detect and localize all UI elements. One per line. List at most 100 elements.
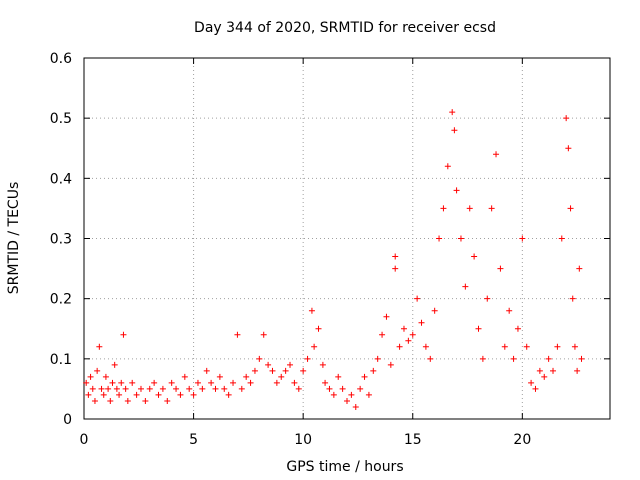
- data-point: [308, 307, 315, 314]
- data-point: [519, 235, 526, 242]
- data-point: [479, 355, 486, 362]
- data-point: [574, 367, 581, 374]
- data-point: [159, 385, 166, 392]
- data-point: [208, 379, 215, 386]
- data-point: [107, 397, 114, 404]
- data-point: [230, 379, 237, 386]
- data-point: [554, 343, 561, 350]
- data-point: [282, 367, 289, 374]
- data-point: [94, 367, 101, 374]
- data-point: [142, 397, 149, 404]
- data-point: [545, 355, 552, 362]
- data-point: [87, 373, 94, 380]
- data-point: [243, 373, 250, 380]
- data-point: [528, 379, 535, 386]
- data-point: [122, 385, 129, 392]
- data-point: [278, 373, 285, 380]
- data-point: [396, 343, 403, 350]
- data-point: [550, 367, 557, 374]
- data-point: [83, 379, 90, 386]
- grid-lines: [84, 58, 610, 419]
- chart-title: Day 344 of 2020, SRMTID for receiver ecs…: [194, 20, 496, 36]
- data-point: [260, 331, 267, 338]
- data-point: [471, 253, 478, 260]
- data-point: [578, 355, 585, 362]
- x-tick-label: 15: [404, 432, 422, 448]
- data-point: [177, 391, 184, 398]
- data-point: [339, 385, 346, 392]
- data-point: [569, 295, 576, 302]
- data-point: [137, 385, 144, 392]
- data-point: [256, 355, 263, 362]
- data-point: [344, 397, 350, 404]
- data-point: [365, 391, 372, 398]
- data-point: [326, 385, 333, 392]
- data-point: [105, 385, 112, 392]
- data-point: [118, 379, 125, 386]
- data-point: [129, 379, 136, 386]
- y-axis-label: SRMTID / TECUs: [6, 182, 22, 295]
- data-point: [497, 265, 504, 272]
- data-point: [466, 205, 473, 212]
- data-point: [98, 385, 105, 392]
- data-point: [510, 355, 517, 362]
- data-point: [291, 379, 298, 386]
- data-point: [304, 355, 311, 362]
- data-point: [116, 391, 123, 398]
- data-point: [352, 403, 359, 410]
- x-tick-label: 5: [189, 432, 198, 448]
- data-point: [295, 385, 302, 392]
- data-point: [319, 361, 326, 368]
- data-point: [181, 373, 188, 380]
- data-point: [422, 343, 429, 350]
- data-point: [164, 397, 171, 404]
- data-point: [541, 373, 548, 380]
- data-point: [111, 361, 118, 368]
- data-point: [315, 325, 322, 332]
- data-point: [322, 379, 329, 386]
- data-point: [475, 325, 482, 332]
- data-point: [571, 343, 578, 350]
- data-point: [133, 391, 140, 398]
- y-tick-label: 0: [63, 412, 72, 428]
- data-point: [186, 385, 193, 392]
- y-tick-label: 0.3: [50, 232, 72, 248]
- data-point: [436, 235, 443, 242]
- data-point: [238, 385, 245, 392]
- data-point: [102, 373, 109, 380]
- data-point: [100, 391, 107, 398]
- data-point: [311, 343, 318, 350]
- data-point: [457, 235, 464, 242]
- data-point: [462, 283, 469, 290]
- data-point: [168, 379, 175, 386]
- data-point: [348, 391, 355, 398]
- data-point: [234, 331, 241, 338]
- data-point: [431, 307, 438, 314]
- data-point: [109, 379, 116, 386]
- data-point: [400, 325, 407, 332]
- data-point: [251, 367, 258, 374]
- data-point: [287, 361, 294, 368]
- data-point: [453, 187, 460, 194]
- y-tick-label: 0.1: [50, 352, 72, 368]
- data-point: [273, 379, 280, 386]
- data-point: [514, 325, 521, 332]
- data-point: [523, 343, 530, 350]
- x-tick-label: 10: [294, 432, 312, 448]
- data-point: [506, 307, 513, 314]
- y-tick-label: 0.2: [50, 292, 72, 308]
- data-point: [576, 265, 583, 272]
- data-point: [392, 265, 399, 272]
- data-point: [493, 151, 500, 158]
- data-point: [91, 397, 98, 404]
- data-point: [444, 163, 451, 170]
- data-point: [199, 385, 206, 392]
- y-tick-label: 0.4: [50, 171, 72, 187]
- data-point: [247, 379, 254, 386]
- data-point: [387, 361, 394, 368]
- data-point: [565, 145, 572, 152]
- data-point: [330, 391, 337, 398]
- data-point: [269, 367, 276, 374]
- data-point: [414, 295, 421, 302]
- data-point: [532, 385, 539, 392]
